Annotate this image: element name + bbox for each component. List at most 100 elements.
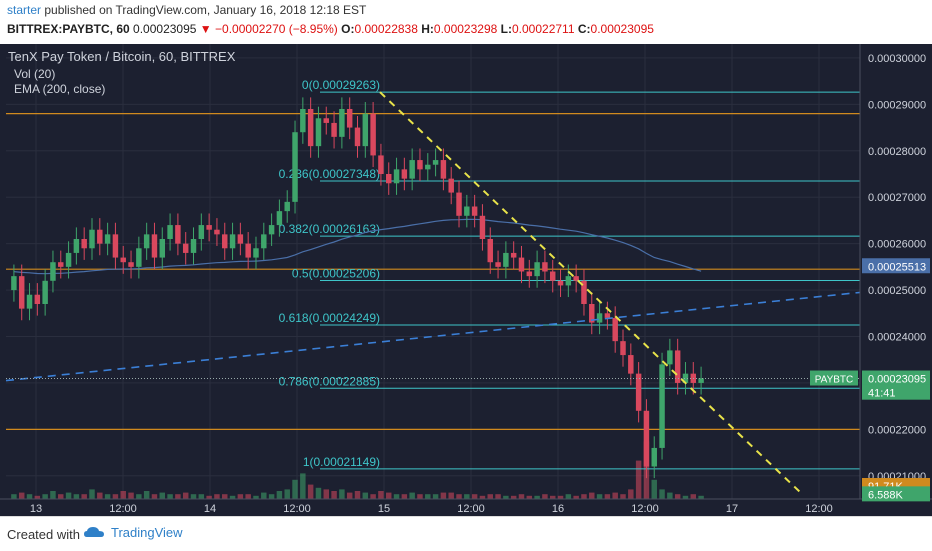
open-value: 0.00022838 <box>354 22 418 36</box>
tradingview-logo[interactable]: TradingView <box>83 525 183 540</box>
volume-bar <box>214 494 220 499</box>
candle-body <box>526 271 533 277</box>
candle-body <box>143 234 150 249</box>
candle-body <box>237 234 244 244</box>
volume-bar <box>97 492 103 499</box>
price-badge-label: 41:41 <box>868 388 896 400</box>
volume-bar <box>432 494 439 499</box>
candle-body <box>300 109 306 133</box>
trend-line-blue[interactable] <box>5 291 861 382</box>
close-value: 0.00023095 <box>590 22 654 36</box>
price-badges: 0.00025513PAYBTC0.0002309541:4191.71K6.5… <box>810 258 930 502</box>
price-axis[interactable]: 0.00030000 0.00029000 0.00028000 0.00027000… <box>859 44 932 516</box>
volume-bar <box>667 492 673 499</box>
volume-bar <box>167 494 173 499</box>
volume-bar <box>659 489 665 499</box>
volume-bar <box>557 495 564 499</box>
candle-body <box>198 225 205 239</box>
candle-body <box>315 118 322 147</box>
volume-bar <box>518 494 525 499</box>
high-label: H: <box>421 22 434 36</box>
ema-line <box>13 218 702 275</box>
tradingview-brand: TradingView <box>111 525 183 540</box>
legend-volume: Vol (20) <box>14 67 55 81</box>
candle-body <box>362 113 369 147</box>
volume-bar <box>698 495 704 499</box>
candle-body <box>378 155 384 174</box>
volume-bar <box>612 492 618 499</box>
price-tick-label: 0.00024000 <box>868 332 926 344</box>
candle-body <box>643 410 650 467</box>
candle-body <box>698 378 704 383</box>
candle-body <box>112 234 119 258</box>
volume-bar <box>89 489 95 499</box>
trend-line-yellow[interactable] <box>379 91 801 493</box>
volume-bar <box>362 492 369 499</box>
volume-bar <box>50 491 56 499</box>
candle-body <box>73 239 80 253</box>
time-tick-label: 16 <box>552 503 564 515</box>
volume-bar <box>409 492 415 499</box>
volume-bar <box>292 479 298 499</box>
candle-body <box>440 160 447 179</box>
volume-bar <box>471 494 478 499</box>
volume-bar <box>81 494 87 499</box>
candle-body <box>34 294 41 304</box>
candle-body <box>651 447 657 467</box>
price-chart[interactable]: 0(0.00029263) 0.236(0.00027348) 0.382(0.00… <box>0 44 932 516</box>
candle-body <box>339 109 345 137</box>
volume-bar <box>542 494 548 499</box>
volume-bar <box>503 495 509 499</box>
price-tick-label: 0.00029000 <box>868 99 926 111</box>
volume-bar <box>487 494 493 499</box>
volume-bar <box>589 492 595 499</box>
candle-body <box>206 225 212 230</box>
fib-label: 0.5(0.00025206) <box>292 267 380 281</box>
candle-body <box>542 262 548 272</box>
candle-body <box>409 160 415 179</box>
volume-bar <box>534 495 540 499</box>
volume-bar <box>690 494 697 499</box>
candle-body <box>354 127 361 147</box>
candle-body <box>151 234 158 258</box>
candle-body <box>448 178 454 193</box>
volume-bar <box>42 494 48 499</box>
candle-body <box>50 262 56 281</box>
chart-background <box>0 44 932 516</box>
volume-bar <box>11 494 17 499</box>
legend-ema: EMA (200, close) <box>14 82 105 96</box>
candle-body <box>674 350 681 383</box>
candle-body <box>464 206 470 216</box>
volume-bar <box>417 494 423 499</box>
volume-bar <box>573 495 579 499</box>
candle-body <box>253 248 259 258</box>
volume-bar <box>315 487 322 499</box>
volume-bar <box>261 492 267 499</box>
time-tick-label: 17 <box>726 503 738 515</box>
volume-bar <box>143 491 150 499</box>
volume-bar <box>245 494 251 499</box>
symbol-badge-label: PAYBTC <box>815 375 854 386</box>
candle-body <box>635 373 642 411</box>
candle-body <box>18 276 25 309</box>
down-arrow-icon: ▼ <box>199 22 212 36</box>
time-axis[interactable]: 13 12:00 14 12:00 15 12:00 16 12:00 17 12:00 <box>0 498 932 516</box>
time-tick-label: 14 <box>204 503 216 515</box>
chart-header: starter published on TradingView.com, Ja… <box>0 0 932 44</box>
price-badge-label: 0.00025513 <box>868 261 926 273</box>
time-tick-label: 12:00 <box>631 503 659 515</box>
price-badge <box>862 258 930 274</box>
author-link[interactable]: starter <box>7 3 42 17</box>
candle-body <box>307 109 314 147</box>
candle-body <box>417 160 423 170</box>
volume-bar <box>190 494 197 499</box>
candle-body <box>222 234 228 249</box>
publish-line: starter published on TradingView.com, Ja… <box>7 3 366 17</box>
volume-bar <box>18 492 25 499</box>
volume-bar <box>159 492 166 499</box>
volume-bar <box>120 491 126 499</box>
volume-bar <box>229 495 236 499</box>
volume-bar <box>651 479 657 499</box>
volume-bar <box>581 494 587 499</box>
volume-bar <box>456 494 462 499</box>
